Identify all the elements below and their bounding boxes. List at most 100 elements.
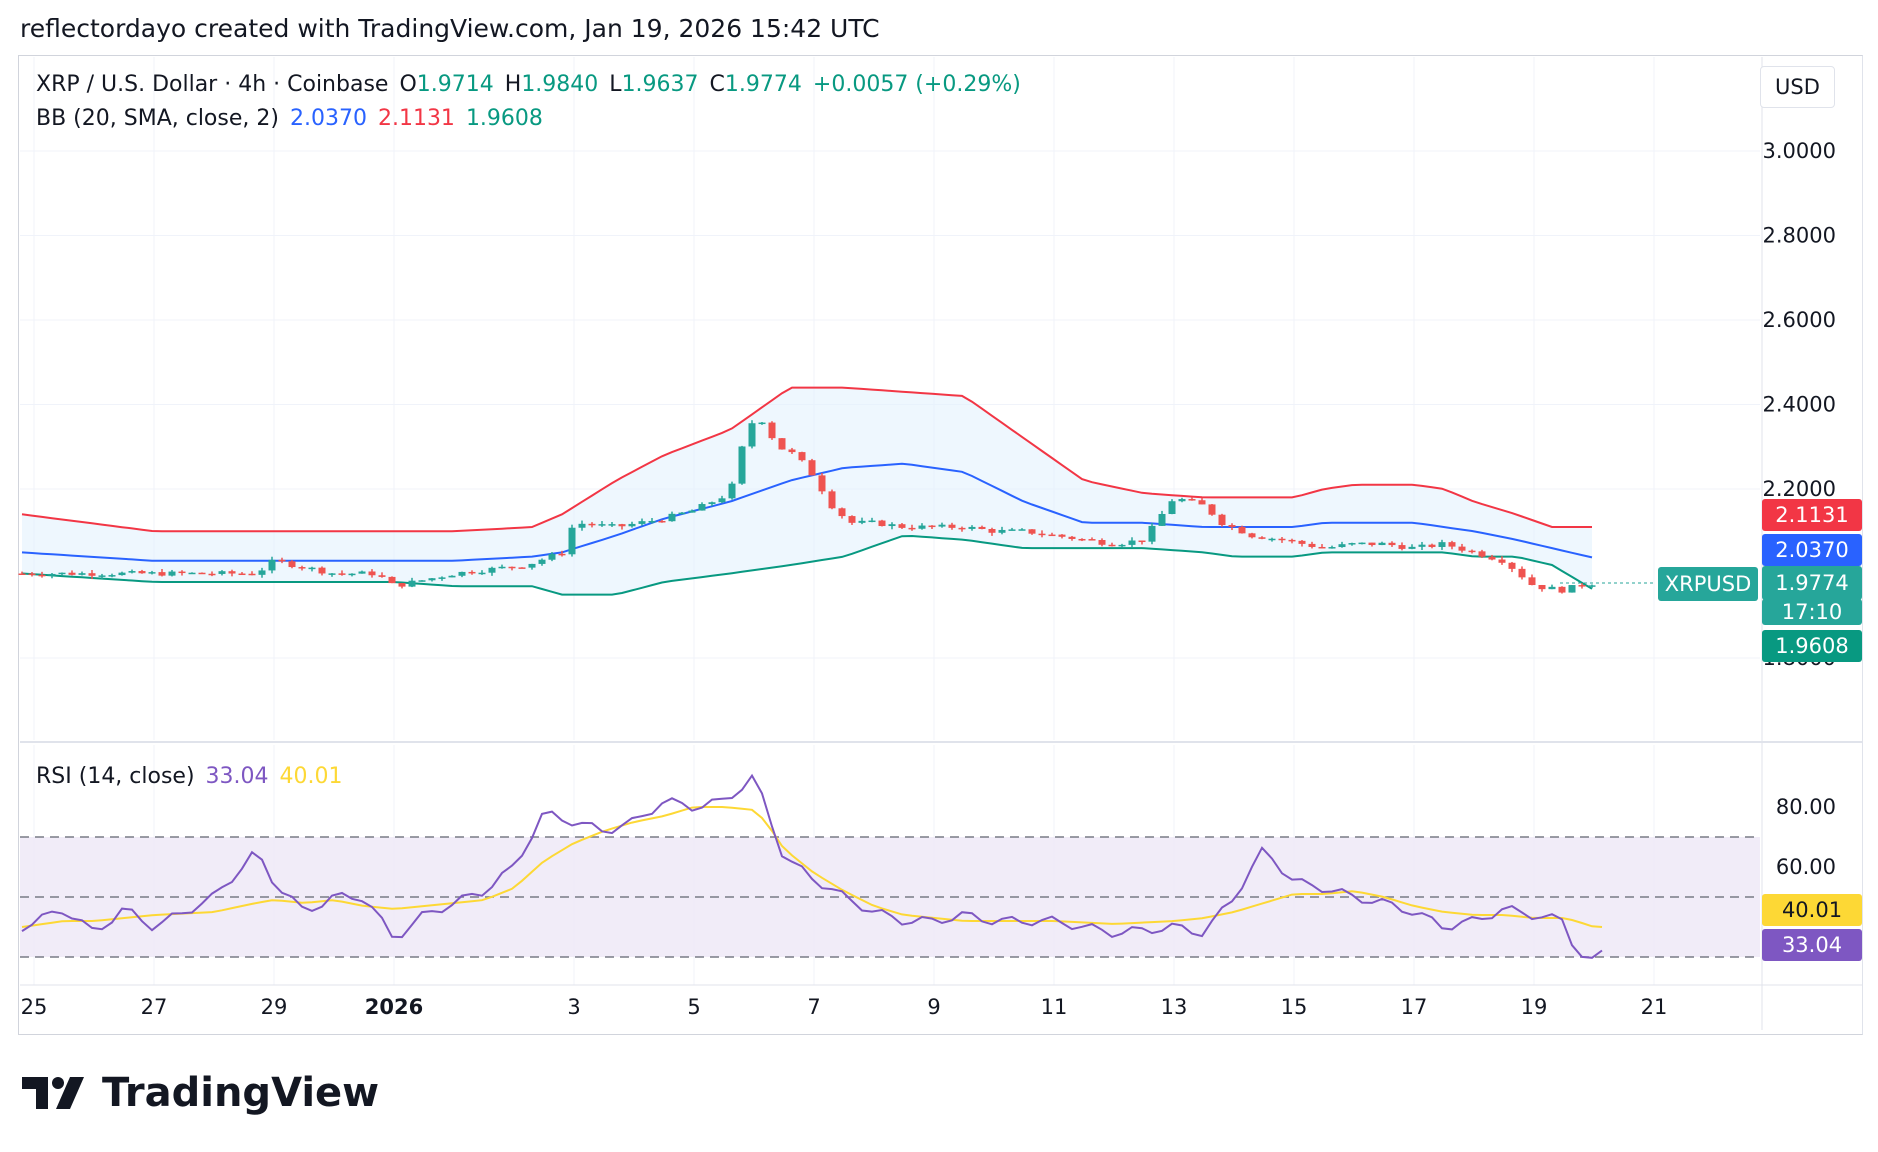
candle-body xyxy=(1318,546,1326,549)
chart-caption: reflectordayo created with TradingView.c… xyxy=(20,14,880,43)
candle-body xyxy=(1248,533,1256,538)
tradingview-logo[interactable]: TradingView xyxy=(22,1070,379,1116)
badge-rsi: 33.04 xyxy=(1762,929,1862,961)
bb-upper-value: 2.1131 xyxy=(377,106,455,131)
candle-body xyxy=(18,573,26,575)
candle-body xyxy=(1118,544,1126,547)
change-value: +0.0057 (+0.29%) xyxy=(812,72,1021,97)
badge-last-text: 1.9774 xyxy=(1775,571,1848,595)
candle-body xyxy=(1268,538,1276,541)
high-label: H xyxy=(504,72,522,97)
candle-body xyxy=(888,524,896,527)
price-tick-label: 3.0000 xyxy=(1763,139,1836,163)
badge-countdown: 17:10 xyxy=(1762,599,1862,625)
badge-ticker: XRPUSD xyxy=(1658,567,1758,601)
candle-body xyxy=(448,575,456,578)
bollinger-bands xyxy=(21,386,1593,596)
candle-body xyxy=(1308,543,1316,547)
badge-rsi-text: 33.04 xyxy=(1782,933,1842,957)
rsi-pane xyxy=(20,773,1760,959)
candle-body xyxy=(1148,525,1156,542)
candle-body xyxy=(1038,533,1046,536)
candle-body xyxy=(1538,585,1546,590)
candle-body xyxy=(758,422,766,425)
candle-body xyxy=(1298,540,1306,544)
badge-countdown-text: 17:10 xyxy=(1782,600,1843,624)
candle-body xyxy=(68,572,76,575)
candle-body xyxy=(1408,546,1416,549)
candle-body xyxy=(358,571,366,574)
candle-body xyxy=(428,578,436,581)
candle-body xyxy=(1338,544,1346,548)
candle-body xyxy=(688,510,696,513)
currency-selector[interactable]: USD xyxy=(1760,66,1835,108)
badge-upper: 2.1131 xyxy=(1762,499,1862,531)
bb-label[interactable]: BB (20, SMA, close, 2) xyxy=(36,106,279,131)
candle-body xyxy=(1258,537,1266,539)
candle-body xyxy=(1048,534,1056,537)
candle-body xyxy=(1518,568,1526,578)
candle-body xyxy=(1448,542,1456,547)
candle-body xyxy=(58,572,66,575)
candle-body xyxy=(948,524,956,528)
candle-body xyxy=(458,571,466,576)
candle-body xyxy=(1488,556,1496,560)
badge-rsi-bg xyxy=(1762,929,1862,961)
candle-body xyxy=(1358,542,1366,545)
candle-body xyxy=(1058,534,1066,537)
badge-ticker-bg xyxy=(1658,567,1758,601)
candle-body xyxy=(178,571,186,574)
candle-body xyxy=(1508,562,1516,569)
candle-body xyxy=(978,526,986,530)
rsi-legend[interactable]: RSI (14, close) 33.04 40.01 xyxy=(36,764,347,789)
time-tick-label: 7 xyxy=(807,995,820,1019)
badge-rsi-ma-text: 40.01 xyxy=(1782,898,1842,922)
time-tick-label: 25 xyxy=(21,995,48,1019)
candle-body xyxy=(848,516,856,523)
time-tick-label: 5 xyxy=(687,995,700,1019)
candle-body xyxy=(1348,543,1356,545)
candle-body xyxy=(1558,586,1566,593)
time-tick-label: 19 xyxy=(1521,995,1548,1019)
badge-basis-bg xyxy=(1762,534,1862,566)
candle-body xyxy=(858,520,866,523)
low-value: 1.9637 xyxy=(621,72,699,97)
price-legend[interactable]: XRP / U.S. Dollar · 4h · Coinbase O1.971… xyxy=(36,72,1025,97)
candle-body xyxy=(938,524,946,527)
close-value: 1.9774 xyxy=(724,72,802,97)
bb-lower-value: 1.9608 xyxy=(465,106,543,131)
candle-body xyxy=(1018,529,1026,531)
badge-upper-text: 2.1131 xyxy=(1775,503,1848,527)
chart-frame[interactable] xyxy=(18,55,1863,1035)
candle-body xyxy=(1388,542,1396,546)
bb-fill xyxy=(22,387,1592,595)
candle-body xyxy=(958,527,966,530)
time-tick-label: 21 xyxy=(1641,995,1668,1019)
candle-body xyxy=(298,567,306,569)
low-label: L xyxy=(609,72,622,97)
candle-body xyxy=(1428,544,1436,547)
candle-body xyxy=(988,529,996,533)
candle-body xyxy=(378,575,386,577)
candle-body xyxy=(108,575,116,577)
bb-basis-value: 2.0370 xyxy=(289,106,367,131)
bb-legend[interactable]: BB (20, SMA, close, 2) 2.0370 2.1131 1.9… xyxy=(36,106,547,131)
candle-body xyxy=(308,567,316,570)
candle-body xyxy=(258,570,266,575)
candle-body xyxy=(368,571,376,576)
candle-body xyxy=(198,572,206,575)
symbol-label[interactable]: XRP / U.S. Dollar · 4h · Coinbase xyxy=(36,72,389,97)
rsi-ma-line xyxy=(21,806,1603,928)
candle-body xyxy=(1208,504,1216,515)
candle-body xyxy=(408,580,416,587)
candle-body xyxy=(168,571,176,576)
rsi-label[interactable]: RSI (14, close) xyxy=(36,764,195,789)
candle-body xyxy=(318,567,326,574)
candle-body xyxy=(1168,501,1176,514)
candle-body xyxy=(1578,585,1586,587)
brand-name: TradingView xyxy=(102,1070,380,1116)
candle-body xyxy=(898,524,906,528)
badge-upper-bg xyxy=(1762,499,1862,531)
open-value: 1.9714 xyxy=(416,72,494,97)
